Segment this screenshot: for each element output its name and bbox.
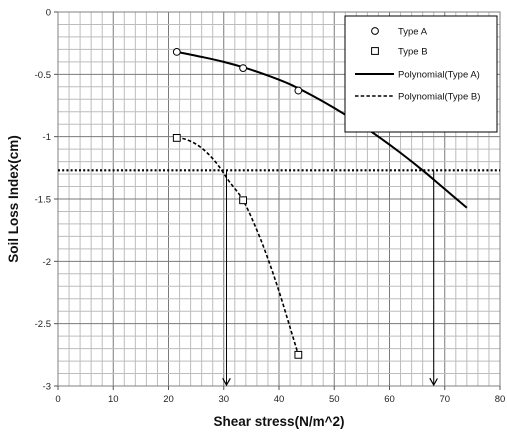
y-tick-label: -0.5 (35, 70, 51, 81)
data-point-type-a (172, 47, 181, 56)
data-point-type-a (239, 64, 247, 72)
legend-marker-square (371, 47, 379, 55)
x-tick-label: 60 (384, 394, 395, 405)
x-axis-title: Shear stress(N/m^2) (214, 414, 345, 429)
x-tick-label: 80 (495, 394, 506, 405)
y-tick-label: -3 (43, 382, 51, 393)
x-tick-label: 20 (163, 394, 174, 405)
x-tick-label: 40 (274, 394, 285, 405)
legend-label: Polynomial(Type B) (398, 92, 480, 103)
legend: Type A Type B Polynomial(Type A) Polynomial… (344, 15, 498, 133)
series (172, 47, 468, 359)
x-tick-label: 30 (218, 394, 229, 405)
legend-marker-circle (371, 27, 379, 35)
data-point-type-b (294, 350, 303, 359)
x-tick-label: 10 (108, 394, 119, 405)
data-point-type-b (172, 134, 181, 142)
legend-label: Type B (398, 47, 428, 58)
trend-line-type-a (176, 50, 468, 209)
y-tick-label: -1.5 (35, 195, 51, 206)
x-tick-label: 50 (329, 394, 340, 405)
y-tick-label: -2 (43, 257, 51, 268)
data-point-type-a (294, 86, 303, 95)
x-tick-label: 0 (55, 394, 60, 405)
y-tick-label: 0 (46, 8, 51, 19)
x-tick-label: 70 (439, 394, 450, 405)
legend-label: Polynomial(Type A) (398, 70, 480, 81)
trend-line-type-b (176, 137, 300, 356)
data-point-type-b (239, 196, 247, 205)
y-tick-label: -1 (43, 132, 51, 143)
legend-label: Type A (398, 27, 428, 38)
y-tick-label: -2.5 (35, 319, 51, 330)
y-axis-title: Soil Loss Index(cm) (6, 135, 21, 263)
reference-lines (58, 169, 500, 385)
tick-labels: 0 10 20 30 40 50 60 70 80 0 -0.5 -1 -1.5 -2 -2.5 -3 (35, 8, 506, 406)
